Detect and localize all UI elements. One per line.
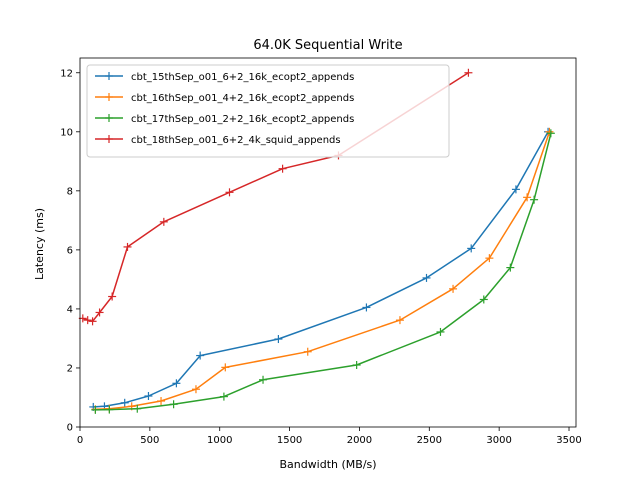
- data-point: [395, 316, 404, 325]
- data-point: [88, 317, 97, 326]
- x-tick-label: 3000: [486, 435, 511, 446]
- y-tick-label: 4: [67, 304, 73, 315]
- data-point: [191, 385, 200, 394]
- y-tick-label: 0: [67, 423, 73, 434]
- data-point: [545, 127, 554, 136]
- data-point: [169, 400, 178, 409]
- data-point: [436, 327, 445, 336]
- data-point: [449, 284, 458, 293]
- y-tick-label: 12: [60, 68, 73, 79]
- plot-area: 0 500 1000 1500 2000 2500 3000 3500 0 2 4 6 8 10 12: [60, 57, 582, 446]
- data-point: [511, 185, 520, 194]
- legend-label: cbt_18thSep_o01_6+2_4k_squid_appends: [131, 135, 341, 146]
- data-point: [523, 193, 532, 202]
- legend-label: cbt_16thSep_o01_4+2_16k_ecopt2_appends: [131, 93, 354, 104]
- legend-label: cbt_15thSep_o01_6+2_16k_ecopt2_appends: [131, 72, 354, 83]
- series-line-3: [95, 133, 552, 411]
- x-tick-label: 2500: [417, 435, 442, 446]
- series-line-1: [93, 131, 549, 408]
- data-point: [221, 363, 230, 372]
- data-point: [91, 405, 100, 414]
- data-point: [95, 308, 104, 317]
- legend-box: [86, 64, 450, 158]
- y-tick-label: 10: [60, 127, 73, 138]
- data-point: [530, 195, 539, 204]
- y-tick-label: 6: [67, 245, 73, 256]
- data-point: [123, 242, 132, 251]
- y-tick-label: 2: [67, 363, 73, 374]
- data-point: [105, 405, 114, 414]
- data-point: [172, 379, 181, 388]
- data-point: [157, 397, 166, 406]
- axes-frame: [79, 57, 577, 428]
- data-point: [108, 292, 117, 301]
- x-tick-label: 2000: [347, 435, 372, 446]
- chart-title: 64.0K Sequential Write: [253, 38, 402, 53]
- legend-entry: cbt_18thSep_o01_6+2_4k_squid_appends: [95, 135, 341, 146]
- data-point: [120, 398, 129, 407]
- data-point: [219, 392, 228, 401]
- legend-entry: cbt_16thSep_o01_4+2_16k_ecopt2_appends: [95, 93, 354, 104]
- x-axis-label: Bandwidth (MB/s): [279, 458, 376, 471]
- data-point: [352, 361, 361, 370]
- data-point: [259, 375, 268, 384]
- series-line-2: [95, 131, 551, 411]
- data-point: [546, 129, 555, 138]
- data-point: [225, 188, 234, 197]
- data-point: [422, 273, 431, 282]
- data-point: [83, 316, 92, 325]
- data-point: [506, 263, 515, 272]
- data-point: [278, 164, 287, 173]
- data-point: [144, 392, 153, 401]
- data-point: [274, 335, 283, 344]
- data-point: [133, 404, 142, 413]
- x-tick-label: 3500: [556, 435, 581, 446]
- y-axis-label: Latency (ms): [33, 208, 46, 280]
- data-point: [196, 351, 205, 360]
- data-point: [464, 68, 473, 77]
- data-point: [159, 217, 168, 226]
- legend-label: cbt_17thSep_o01_2+2_16k_ecopt2_appends: [131, 114, 354, 125]
- x-tick-label: 1000: [207, 435, 232, 446]
- data-point: [485, 254, 494, 263]
- y-tick-label: 8: [67, 186, 73, 197]
- data-point: [467, 244, 476, 253]
- x-tick-label: 0: [77, 435, 83, 446]
- data-point: [362, 303, 371, 312]
- data-point: [303, 347, 312, 356]
- x-tick-label: 1500: [277, 435, 302, 446]
- legend-entry: cbt_17thSep_o01_2+2_16k_ecopt2_appends: [95, 114, 354, 125]
- legend-entry: cbt_15thSep_o01_6+2_16k_ecopt2_appends: [95, 72, 354, 83]
- x-tick-label: 500: [140, 435, 159, 446]
- data-point: [479, 295, 488, 304]
- legend: cbt_15thSep_o01_6+2_16k_ecopt2_appendscb…: [86, 64, 450, 158]
